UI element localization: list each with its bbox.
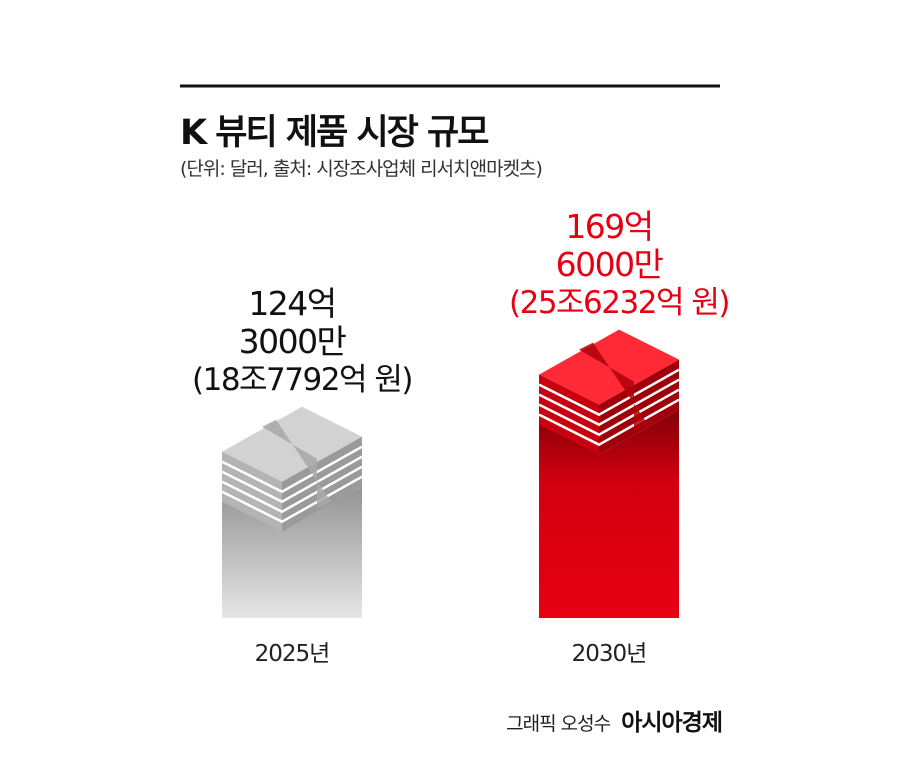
stack-left — [539, 374, 599, 455]
chart-subtitle: (단위: 달러, 출처: 시장조사업체 리서치앤마켓츠) — [180, 158, 543, 180]
value-label-group: 124억 3000만 (18조7792억 원) — [192, 283, 413, 399]
stack-stripe — [538, 368, 680, 417]
stack-right — [599, 359, 679, 455]
stack-stripe — [221, 475, 363, 524]
stack-stripe — [538, 378, 680, 427]
stack-top — [222, 406, 362, 482]
value-label-group: 169억 6000만 (25조6232억 원) — [509, 206, 730, 322]
chart-title: K 뷰티 제품 시장 규모 — [180, 113, 489, 153]
publisher: 아시아경제 — [621, 710, 723, 736]
x-tick-label: 2025년 — [254, 641, 331, 667]
stack-stripe — [538, 388, 680, 437]
stack-stripe — [538, 398, 680, 447]
krw-label: (18조7792억 원) — [192, 361, 413, 398]
strap — [579, 342, 648, 432]
credit-block: 그래픽 오성수 아시아경제 — [506, 703, 723, 737]
stack-right — [282, 436, 362, 532]
credit: 그래픽 오성수 — [506, 713, 611, 735]
stack-stripe — [221, 445, 363, 494]
stack-stripe — [221, 465, 363, 514]
x-tick-label: 2030년 — [571, 641, 648, 667]
value-label: 124억 3000만 — [238, 283, 347, 361]
stack-left — [222, 451, 282, 532]
stack-stripe — [221, 455, 363, 504]
strap — [262, 419, 331, 509]
value-label: 169억 6000만 — [555, 206, 664, 284]
krw-label: (25조6232억 원) — [509, 284, 730, 321]
stack-top — [539, 329, 679, 405]
